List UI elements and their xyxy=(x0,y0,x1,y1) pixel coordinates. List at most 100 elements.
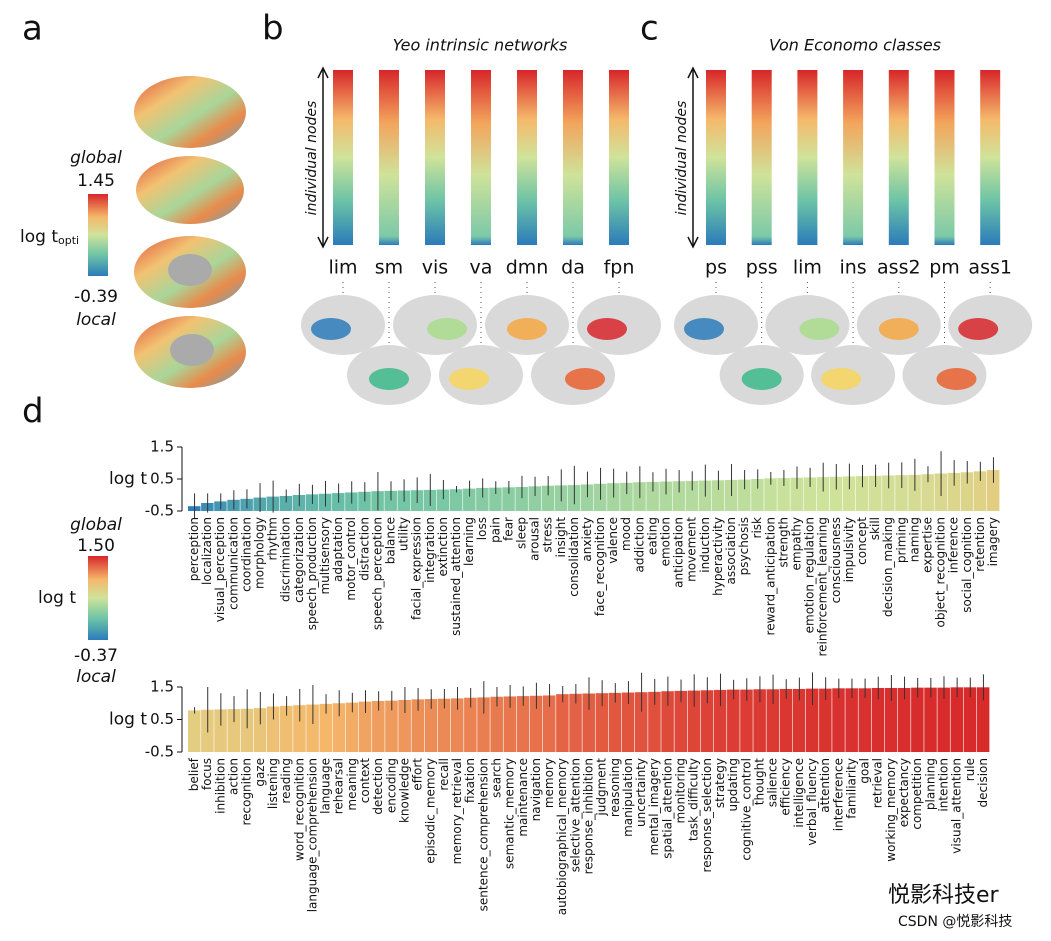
colorbar-min: -0.37 xyxy=(74,646,118,666)
network-nodes xyxy=(878,318,919,340)
bar xyxy=(436,489,450,511)
x-tick-label: intention xyxy=(936,758,950,812)
x-tick-label: response_inhibition xyxy=(582,758,596,874)
node-bar xyxy=(751,70,772,245)
bar xyxy=(947,472,961,511)
panel-label: b xyxy=(262,9,284,49)
bar xyxy=(829,476,843,511)
x-tick-label: association xyxy=(724,517,738,584)
bar xyxy=(842,476,856,511)
y-tick-label: 1.5 xyxy=(150,678,174,696)
bar xyxy=(845,688,858,752)
bar xyxy=(871,687,885,752)
network-nodes xyxy=(936,368,977,390)
x-tick-label: visual_attention xyxy=(950,758,964,854)
bar xyxy=(635,692,648,752)
network-nodes xyxy=(799,318,840,340)
x-tick-label: verbal_fluency xyxy=(805,758,819,846)
bar xyxy=(819,688,832,752)
bar xyxy=(908,474,921,511)
x-tick-label: perception xyxy=(187,517,201,581)
panel-label: a xyxy=(22,9,43,49)
network-label: pm xyxy=(929,257,960,279)
bar xyxy=(384,490,397,511)
x-tick-label: empathy xyxy=(790,517,804,570)
x-tick-label: reasoning xyxy=(608,758,622,817)
y-tick-label: -0.5 xyxy=(145,743,174,761)
x-tick-label: attention xyxy=(818,758,832,813)
bar xyxy=(884,687,898,752)
bar xyxy=(580,484,594,511)
bar xyxy=(869,475,882,511)
colorbar-title: log t xyxy=(38,588,76,608)
bar xyxy=(398,700,411,752)
x-tick-label: memory xyxy=(542,758,556,808)
network-label: dmn xyxy=(506,257,549,279)
x-tick-label: judgment xyxy=(595,758,609,817)
node-bar xyxy=(843,70,864,245)
bar xyxy=(542,695,556,752)
network-nodes xyxy=(958,318,999,340)
bar xyxy=(529,695,543,752)
x-tick-label: object_recognition xyxy=(934,517,948,628)
node-bar xyxy=(980,70,1001,245)
bar xyxy=(306,704,319,752)
bar xyxy=(515,487,528,511)
bar xyxy=(345,702,359,752)
bar xyxy=(332,703,346,752)
bar xyxy=(372,700,385,752)
x-tick-label: focus xyxy=(200,758,214,790)
brain-surfaces xyxy=(134,76,246,388)
bar xyxy=(279,495,293,511)
bar xyxy=(973,471,987,511)
x-tick-label: expertise xyxy=(920,517,934,573)
bar xyxy=(858,688,872,752)
x-tick-label: meaning xyxy=(345,758,359,811)
x-tick-label: search xyxy=(489,758,503,798)
x-tick-label: sustained_attention xyxy=(449,517,463,636)
bar xyxy=(674,690,688,752)
panel-label: c xyxy=(640,9,659,49)
bar xyxy=(293,705,306,752)
bar xyxy=(659,481,672,511)
bar xyxy=(358,701,372,752)
node-bar xyxy=(706,70,726,245)
network-nodes xyxy=(565,368,605,390)
x-tick-label: selective_attention xyxy=(568,758,582,872)
x-tick-label: recognition xyxy=(240,758,254,826)
bar xyxy=(621,692,635,752)
x-tick-label: working_memory xyxy=(884,758,898,862)
bar xyxy=(976,687,990,752)
network-label: ass1 xyxy=(968,257,1012,279)
x-tick-label: word_recognition xyxy=(292,758,306,861)
y-tick-label: 1.5 xyxy=(150,438,174,456)
network-label: da xyxy=(561,257,585,279)
node-bar xyxy=(333,70,353,245)
x-tick-label: loss xyxy=(475,517,489,540)
x-tick-label: goal xyxy=(858,758,872,784)
node-bar xyxy=(517,70,537,245)
x-tick-label: face_recognition xyxy=(593,517,607,616)
network-nodes xyxy=(741,368,782,390)
bar xyxy=(489,487,502,511)
colorbar-bottom: local xyxy=(76,310,116,330)
x-tick-label: familiarity xyxy=(844,758,858,819)
network-label: ass2 xyxy=(877,257,921,279)
bar xyxy=(738,479,751,511)
bar xyxy=(477,697,490,752)
x-tick-label: language_comprehension xyxy=(305,758,319,912)
bar xyxy=(740,689,753,752)
x-tick-label: uncertainty xyxy=(634,758,648,827)
bar xyxy=(464,697,477,752)
bar xyxy=(805,688,819,752)
x-tick-label: discrimination xyxy=(279,517,293,602)
bar xyxy=(687,690,701,752)
x-tick-label: decision xyxy=(976,758,990,807)
bar xyxy=(450,698,464,752)
x-tick-label: action xyxy=(227,758,241,795)
network-nodes xyxy=(684,318,724,340)
colorbar-top: global xyxy=(70,148,122,168)
bar xyxy=(777,478,790,511)
x-tick-label: fixation xyxy=(463,758,477,803)
